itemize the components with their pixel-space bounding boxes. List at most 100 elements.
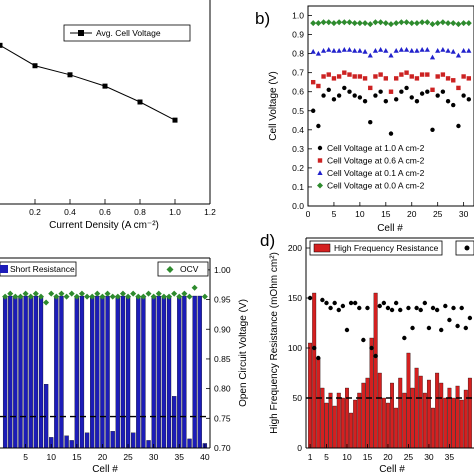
- panel-b-data-point: [424, 47, 430, 52]
- panel-b-data-point: [383, 76, 389, 81]
- panel-a-x-tick-label: 1.0: [169, 207, 181, 217]
- panel-b-data-point: [352, 47, 358, 53]
- panel-d-bar: [398, 377, 403, 449]
- panel-b-y-tick-label: 0.5: [292, 106, 304, 116]
- panel-b-data-point: [404, 70, 409, 75]
- panel-b-x-tick-label: 5: [332, 209, 337, 219]
- panel-d-bar: [336, 392, 341, 449]
- panel-d-bar: [328, 392, 333, 449]
- panel-c-x-tick-label: 20: [98, 452, 108, 462]
- panel-c-ocv-point: [114, 293, 121, 300]
- panel-c-ocv-point: [17, 293, 24, 300]
- panel-d-bar: [447, 387, 452, 449]
- panel-b-data-point: [455, 52, 462, 58]
- panel-d-bar: [431, 407, 435, 449]
- panel-b-data-point: [378, 47, 384, 52]
- panel-a-x-tick-label: 0.4: [64, 207, 76, 217]
- panel-d-data-point: [422, 300, 428, 306]
- panel-b-data-point: [425, 72, 430, 77]
- panel-b-data-point: [310, 48, 316, 54]
- panel-d-bar: [414, 367, 419, 449]
- panel-b-data-point: [388, 52, 394, 58]
- panel-d-x-tick-label: 15: [363, 452, 373, 462]
- panel-b-x-tick-label: 30: [459, 209, 469, 219]
- panel-d-bar: [381, 397, 386, 449]
- panel-d-legend-bar-label: High Frequency Resistance: [334, 243, 439, 253]
- panel-c-ocv-point: [84, 293, 91, 300]
- panel-b-data-point: [409, 74, 414, 79]
- panel-b-data-point: [388, 89, 394, 94]
- panel-b-legend-box: [313, 140, 455, 194]
- panel-a-ticks: 0.2 0.4 0.6 0.8 1.0 1.2: [29, 199, 216, 217]
- panel-b-data-point: [429, 54, 436, 60]
- panel-c-right-axis-title: Open Circuit Voltage (V): [238, 299, 249, 407]
- panel-b-data-point: [320, 47, 327, 53]
- panel-b-data-point: [315, 50, 321, 56]
- panel-d-legend-bar-swatch: [313, 243, 331, 253]
- panel-a-x-tick-label: 1.2: [204, 207, 216, 217]
- panel-d-bar: [373, 292, 378, 449]
- panel-b-x-axis-title: Cell #: [377, 223, 403, 234]
- panel-c-ocv-point: [48, 290, 55, 297]
- panel-b-data-point: [382, 20, 389, 27]
- panel-b-data-point: [378, 89, 383, 94]
- panel-b-data-point: [398, 19, 405, 26]
- panel-d-data-point: [455, 323, 460, 329]
- panel-c-ocv-point: [27, 293, 34, 300]
- panel-c-ocv-point: [181, 290, 188, 297]
- panel-a-series: [0, 42, 178, 123]
- panel-d-data-point: [361, 337, 366, 343]
- panel-b-data-point: [331, 76, 337, 81]
- panel-c-legend-ocv-marker: [166, 266, 174, 273]
- panel-b-y-tick-label: 0.2: [292, 163, 304, 173]
- panel-c-short-resistance-ocv: 0.70 0.75 0.80 0.85 0.90 0.95 1.00 5 10 15 20 25 30 3…: [0, 257, 249, 474]
- panel-c-ocv-point: [68, 290, 75, 297]
- panel-c-bar: [23, 295, 28, 449]
- panel-d-data-point: [410, 325, 415, 331]
- panel-c-ocv-point: [191, 284, 198, 291]
- panel-b-y-tick-label: 0.1: [292, 182, 304, 192]
- panel-d-y-tick-label: 200: [288, 243, 302, 253]
- panel-b-series: [310, 19, 472, 136]
- panel-d-bar: [316, 357, 321, 449]
- panel-b-data-point: [434, 20, 441, 27]
- panel-b-data-point: [461, 47, 467, 53]
- panel-c-ocv-point: [22, 290, 29, 297]
- panel-b-data-point: [424, 19, 431, 26]
- panel-d-data-point: [389, 307, 395, 313]
- panel-c-ocv-point: [58, 290, 65, 297]
- panel-c-bars: [0, 295, 210, 449]
- panel-d-data-point: [352, 300, 358, 306]
- panel-d-bar: [386, 402, 390, 449]
- panel-d-data-point: [320, 297, 325, 303]
- panel-c-ocv-point: [109, 293, 116, 300]
- panel-d-data-point: [377, 303, 382, 309]
- panel-b-data-point: [425, 89, 430, 94]
- panel-c-x-tick-label: 15: [72, 452, 82, 462]
- panel-d-data-point: [426, 325, 432, 331]
- panel-d-x-tick-label: 10: [342, 452, 352, 462]
- panel-b-legend-label: Cell Voltage at 0.1 A cm-2: [327, 168, 425, 178]
- panel-c-x-tick-label: 40: [200, 452, 210, 462]
- panel-d-bar: [451, 397, 456, 449]
- panel-b-data-point: [465, 20, 472, 27]
- panel-d-x-tick-label: 20: [383, 452, 393, 462]
- panel-c-bar: [69, 440, 74, 449]
- panel-d-bar: [467, 377, 472, 449]
- panel-b-data-point: [440, 72, 446, 77]
- panel-b-data-point: [419, 47, 425, 52]
- panel-d-data-point: [328, 305, 333, 311]
- panel-d-bar: [422, 392, 427, 449]
- panel-d-data-point: [381, 300, 387, 306]
- panel-b-data-point: [445, 76, 451, 81]
- panel-c-right-tick-label: 0.70: [214, 443, 231, 453]
- panel-b-data-point: [336, 74, 342, 79]
- panel-c-right-tick-label: 0.85: [214, 354, 231, 364]
- panel-b-frame: [307, 5, 474, 207]
- panel-b-data-point: [388, 21, 394, 28]
- panel-b-data-point: [439, 19, 446, 26]
- panel-b-y-tick-label: 0.9: [292, 30, 304, 40]
- panel-b-data-point: [377, 19, 384, 26]
- panel-b-data-point: [368, 119, 373, 125]
- panel-c-bar: [33, 295, 39, 449]
